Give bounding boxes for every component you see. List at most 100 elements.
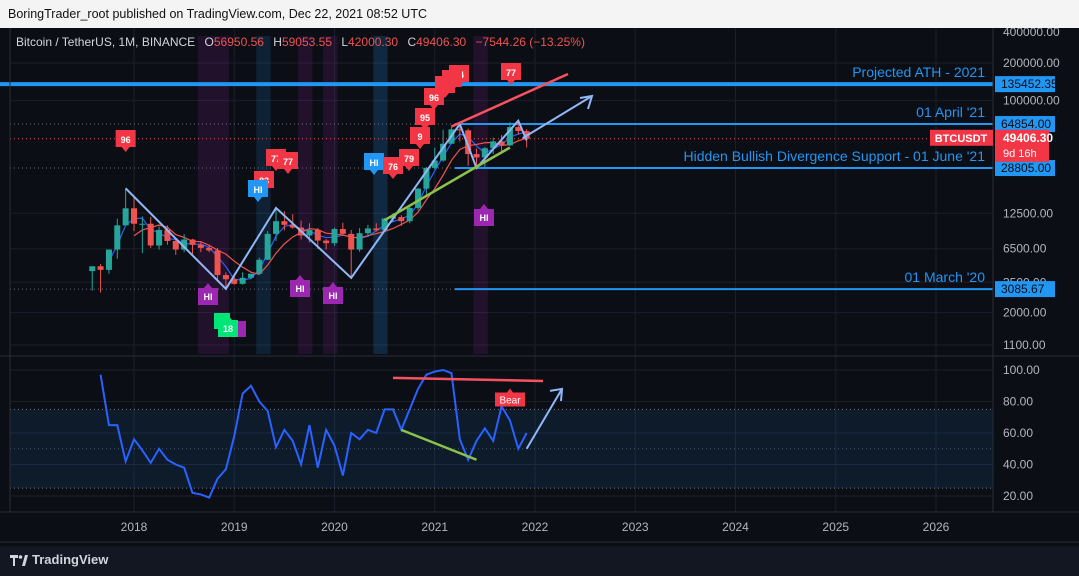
y-tick-label: 12500.00 [1003,206,1053,220]
chart-canvas[interactable]: 96837777HIHIHIHIHIHI187679995969477 Bear… [0,28,1079,546]
candle-body [348,233,355,250]
signal-tag-text: 18 [223,324,233,334]
osc-y-tick-label: 60.00 [1003,426,1033,440]
candle-body [323,240,330,244]
x-tick-label: 2022 [522,520,549,534]
candle-body [498,141,505,146]
zigzag-line [124,118,528,291]
signal-tag: 96 [115,130,136,152]
candle-body [206,247,213,251]
signal-tag [442,70,462,92]
chart-background [0,28,1079,546]
candle-body [339,229,346,234]
signal-tag-text: HI [296,284,305,294]
signal-tag-shape [474,204,494,226]
osc-projection-arrowhead [549,387,564,401]
signal-tag: HI [323,282,343,304]
level-label: Projected ATH - 2021 [852,64,985,80]
level-badge-text: 64854.00 [1001,117,1051,131]
signal-tag-text: HI [329,291,338,301]
x-tick-label: 2018 [121,520,148,534]
candle-body [356,233,363,250]
candle-body [189,239,196,245]
signal-tag-text: 9 [417,132,422,142]
candle-body [247,273,254,278]
oscillator-line [99,368,528,499]
highlight-zone [323,36,338,354]
candle-body [506,127,513,146]
osc-projection-arrow [525,388,563,450]
legend-low: 42000.30 [348,35,398,49]
osc-bear-divergence [392,376,544,383]
candle-body [89,266,96,272]
candle-body [105,249,112,270]
signal-tag-shape [364,153,384,175]
candle-body [465,130,472,155]
signal-tag-text: HI [480,213,489,223]
signal-tag-shape [424,88,444,110]
footer-brand: TradingView [32,552,109,567]
level-badge [995,160,1055,177]
signal-tag: HI [248,180,268,202]
signal-tag-text: 96 [121,135,131,145]
candle-body [156,229,163,246]
candle-body [139,223,146,225]
candle-body [406,207,413,222]
candle-body [256,259,263,274]
signal-tag: 79 [399,149,419,171]
signal-tag-text: HI [204,292,213,302]
price-level-labels: Projected ATH - 2021 135452.35 01 April '2… [683,64,1058,298]
candle-body [214,250,221,276]
signal-tag: HI [198,283,218,305]
signal-tag-text: 79 [404,154,414,164]
countdown: 9d 16h [1003,148,1037,160]
signal-tag: 76 [383,157,403,179]
y-tick-label: 6500.00 [1003,242,1047,256]
level-label: 01 April '21 [916,104,985,120]
publisher-bar: BoringTrader_root published on TradingVi… [0,0,1079,28]
level-badge [995,76,1055,93]
signal-tag-shape [442,70,462,92]
legend-open: 56950.56 [214,35,264,49]
legend-high: 59053.55 [282,35,332,49]
y-tick-label: 1100.00 [1003,338,1046,352]
highlight-zone [298,36,313,354]
signal-tag: 9 [410,127,430,149]
support-trendline [383,146,511,222]
osc-y-tick-label: 20.00 [1003,489,1033,503]
x-tick-label: 2023 [622,520,649,534]
signal-tag: HI [474,204,494,226]
candle-body [331,229,338,244]
last-price-badge [995,129,1049,162]
x-tick-label: 2020 [321,520,348,534]
trend-drawings [124,72,594,291]
signal-tag: 95 [415,108,435,130]
osc-label-text: Bear [499,396,521,407]
level-badge-text: 28805.00 [1001,161,1051,175]
x-tick-label: 2021 [421,520,448,534]
osc-bull-divergence [400,428,477,461]
signal-tag-shape [501,63,521,85]
signal-tag-text: 96 [429,93,439,103]
highlight-zone [373,36,388,354]
x-tick-label: 2024 [722,520,749,534]
candle-body [289,224,296,228]
osc-y-tick-label: 100.00 [1003,363,1040,377]
candle-body [114,225,121,250]
candle-body [456,129,463,131]
ticker-badge [930,129,993,146]
signal-tag: HI [290,275,310,297]
signal-tag: 96 [424,88,444,110]
signal-tag: 77 [278,152,298,174]
level-badge [995,281,1055,298]
signal-tag-shape [410,127,430,149]
candle-body [490,141,497,149]
y-tick-label: 2000.00 [1003,306,1047,320]
level-badge-text: 135452.35 [1001,77,1058,91]
candle-body [164,229,171,241]
candle-body [122,208,129,226]
legend-close: 49406.30 [416,35,466,49]
footer-bar: TradingView [0,546,1079,576]
candle-body [172,240,179,250]
legend-open-label: O [205,35,214,49]
